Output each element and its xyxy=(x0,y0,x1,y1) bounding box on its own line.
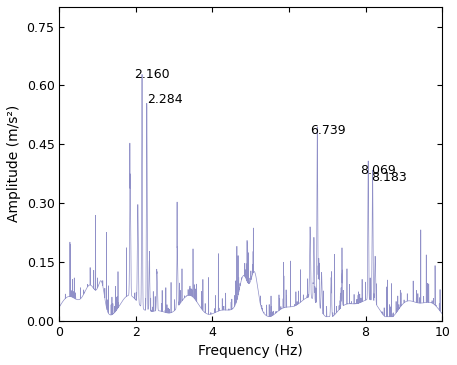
Text: 2.284: 2.284 xyxy=(147,93,182,106)
Y-axis label: Amplitude (m/s²): Amplitude (m/s²) xyxy=(7,105,21,222)
Text: 8.069: 8.069 xyxy=(361,164,396,177)
Text: 2.160: 2.160 xyxy=(134,68,170,81)
X-axis label: Frequency (Hz): Frequency (Hz) xyxy=(198,344,303,358)
Text: 6.739: 6.739 xyxy=(310,124,345,137)
Text: 8.183: 8.183 xyxy=(371,171,407,184)
